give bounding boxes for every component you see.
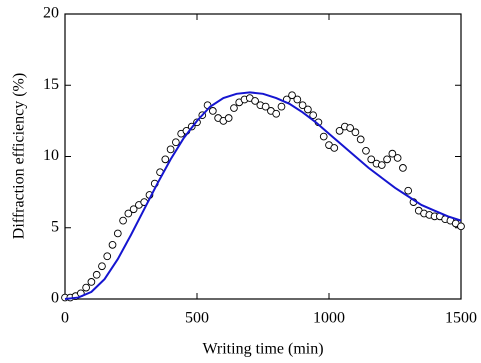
data-point	[103, 252, 112, 261]
data-point	[377, 161, 386, 169]
y-tick-label: 10	[43, 147, 59, 164]
data-point	[129, 205, 138, 214]
data-point	[319, 132, 328, 141]
data-point	[224, 114, 233, 122]
data-point	[362, 146, 370, 155]
data-point	[277, 102, 286, 111]
data-point	[298, 101, 307, 110]
y-tick-label: 0	[51, 290, 59, 307]
data-point	[108, 241, 117, 249]
data-point	[172, 138, 180, 147]
data-point	[208, 107, 217, 115]
data-point	[119, 216, 127, 225]
data-point	[309, 111, 318, 120]
y-tick-label: 15	[43, 76, 59, 93]
fit-line	[64, 91, 462, 300]
data-point	[92, 270, 101, 279]
data-point	[351, 128, 360, 137]
data-point	[457, 222, 465, 231]
data-point	[272, 109, 281, 118]
x-tick-label: 1000	[313, 310, 345, 327]
data-point	[399, 164, 407, 172]
y-tick-label: 20	[43, 5, 59, 22]
data-point	[330, 144, 339, 152]
y-axis-title: Diffraction efficiency (%)	[11, 73, 28, 239]
x-tick-label: 500	[185, 310, 209, 327]
data-point	[161, 155, 170, 164]
x-tick-label: 0	[61, 310, 69, 327]
data-point	[367, 155, 376, 164]
data-point	[346, 124, 354, 132]
x-axis-title: Writing time (min)	[202, 341, 323, 358]
y-tick-label: 5	[51, 218, 59, 235]
data-point	[82, 283, 90, 292]
data-point	[393, 154, 402, 162]
data-point	[356, 135, 365, 144]
data-point	[98, 262, 106, 271]
data-point	[304, 105, 312, 114]
x-tick-label: 1500	[445, 310, 477, 327]
data-point	[124, 209, 133, 218]
data-point	[404, 186, 413, 195]
plot-frame	[64, 13, 462, 300]
data-point	[335, 127, 344, 135]
data-point	[388, 149, 397, 158]
data-point	[383, 155, 391, 164]
data-point	[87, 278, 96, 286]
data-point	[293, 95, 302, 104]
data-point	[113, 229, 122, 238]
data-point	[166, 145, 175, 154]
data-point	[288, 91, 296, 100]
data-point	[261, 102, 270, 111]
data-point	[230, 104, 238, 112]
data-point	[251, 97, 259, 105]
